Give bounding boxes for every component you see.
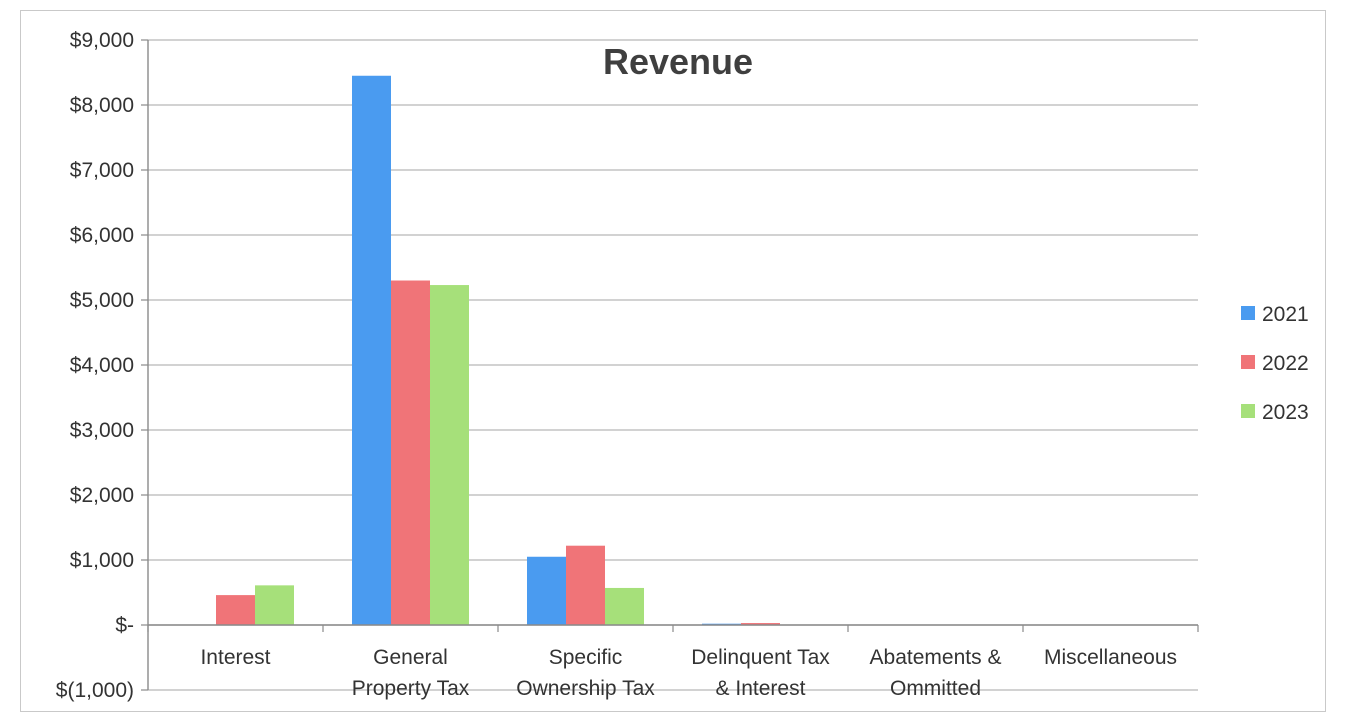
bar-2022-3 <box>741 623 780 625</box>
x-axis-category-labels: Interest General Property Tax Specific Owner… <box>200 646 1177 700</box>
y-tick-label: $9,000 <box>70 29 134 52</box>
y-tick-label: $- <box>115 614 134 637</box>
y-tick-label: $8,000 <box>70 94 134 117</box>
y-tick-label: $4,000 <box>70 354 134 377</box>
x-category-label: Property Tax <box>352 677 470 700</box>
y-tick-label: $2,000 <box>70 484 134 507</box>
legend: 2021 2022 2023 <box>1241 303 1309 424</box>
chart-title: Revenue <box>603 41 753 82</box>
y-tick-label: $6,000 <box>70 224 134 247</box>
legend-swatch-2023 <box>1241 404 1255 418</box>
x-category-label: Interest <box>200 646 270 669</box>
bar-2023-1 <box>430 285 469 625</box>
legend-label-2021: 2021 <box>1262 303 1309 326</box>
chart-frame <box>20 10 1326 712</box>
legend-label-2022: 2022 <box>1262 352 1309 375</box>
legend-label-2023: 2023 <box>1262 401 1309 424</box>
x-category-label: General <box>373 646 448 669</box>
bar-2022-2 <box>566 545 605 625</box>
axes <box>147 40 1199 690</box>
y-tick-label: $(1,000) <box>56 679 134 702</box>
y-axis-tick-labels: $9,000 $8,000 $7,000 $6,000 $5,000 $4,000 $3,0… <box>56 29 134 702</box>
x-category-label: Miscellaneous <box>1044 646 1177 669</box>
gridlines <box>141 39 1198 691</box>
x-category-label: & Interest <box>716 677 806 700</box>
y-tick-label: $7,000 <box>70 159 134 182</box>
x-category-label: Abatements & <box>870 646 1002 669</box>
bar-2021-1 <box>352 75 391 625</box>
y-tick-label: $5,000 <box>70 289 134 312</box>
bars <box>216 75 780 625</box>
legend-swatch-2021 <box>1241 306 1255 320</box>
x-category-label: Ownership Tax <box>516 677 655 700</box>
bar-2022-1 <box>391 280 430 625</box>
y-tick-label: $1,000 <box>70 549 134 572</box>
x-category-label: Delinquent Tax <box>691 646 830 669</box>
bar-2022-0 <box>216 595 255 625</box>
y-tick-label: $3,000 <box>70 419 134 442</box>
legend-swatch-2022 <box>1241 355 1255 369</box>
bar-2021-2 <box>527 556 566 625</box>
x-category-label: Ommitted <box>890 677 981 700</box>
bar-2023-2 <box>605 587 644 625</box>
x-category-label: Specific <box>549 646 623 669</box>
bar-2023-0 <box>255 585 294 625</box>
